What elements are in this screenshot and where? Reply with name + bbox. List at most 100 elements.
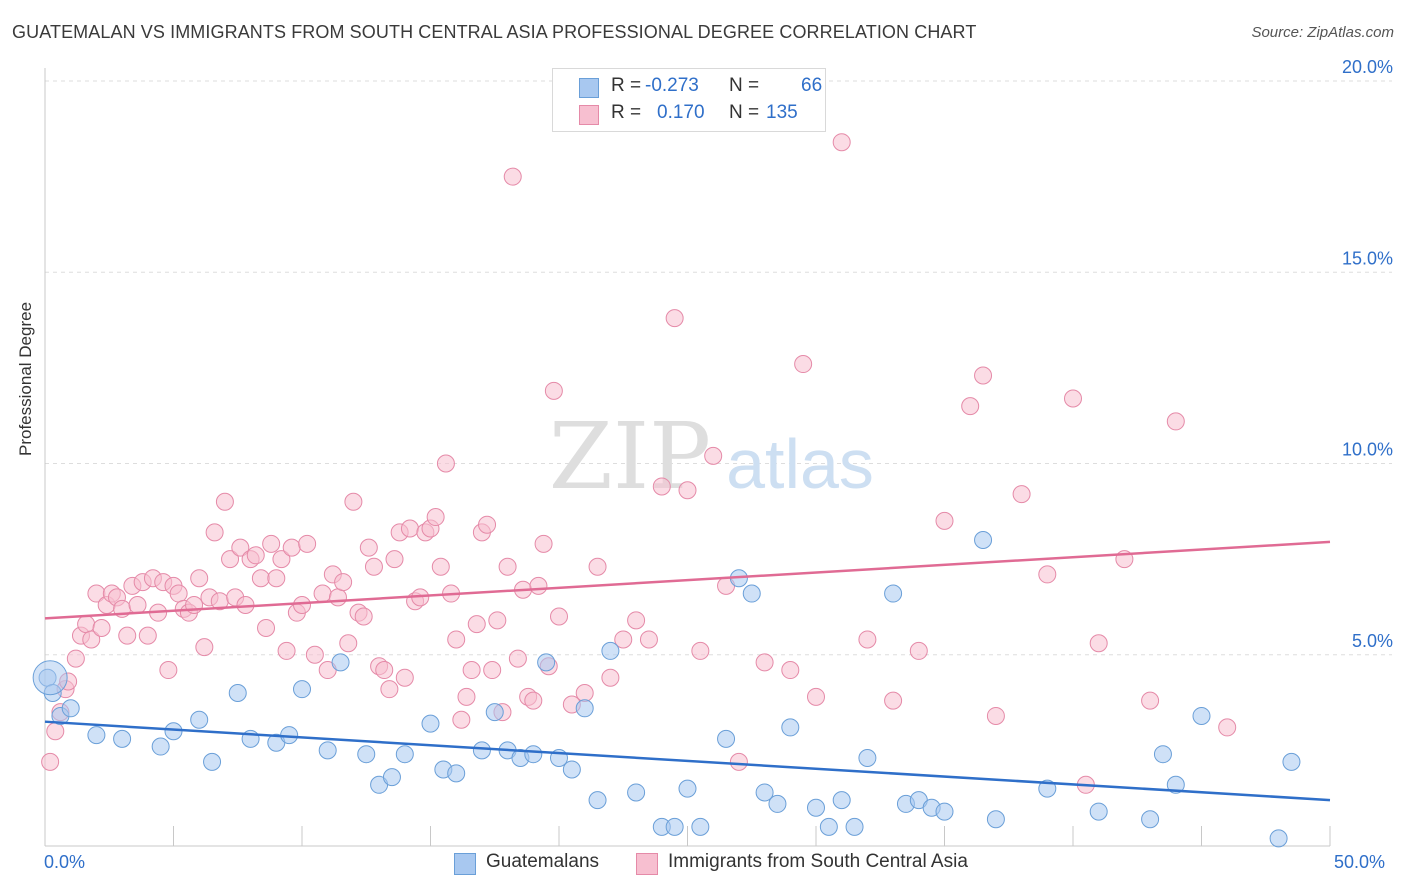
guatemalans-point: [395, 745, 414, 764]
immigrants-point: [215, 492, 234, 511]
immigrants-point: [462, 661, 481, 680]
immigrants-point: [92, 618, 111, 637]
guatemalans-point: [845, 817, 864, 836]
guatemalans-point: [691, 817, 710, 836]
guatemalans-point: [190, 710, 209, 729]
guatemalans-point: [87, 726, 106, 745]
immigrants-point: [195, 638, 214, 657]
guatemalans-point: [32, 660, 68, 696]
guatemalans-point: [113, 729, 132, 748]
guatemalans-point: [935, 802, 954, 821]
chart-title: GUATEMALAN VS IMMIGRANTS FROM SOUTH CENT…: [12, 22, 977, 42]
guatemalans-point: [318, 741, 337, 760]
immigrants-point: [169, 584, 188, 603]
guatemalans-point: [357, 745, 376, 764]
immigrants-point: [305, 645, 324, 664]
legend-n-value: 66: [801, 75, 823, 96]
source-label: Source: ZipAtlas.com: [1251, 24, 1394, 41]
guatemalans-point: [1153, 745, 1172, 764]
immigrants-point: [431, 557, 450, 576]
immigrants-point: [1038, 565, 1057, 584]
immigrants-point: [575, 684, 594, 702]
immigrants-point: [1089, 634, 1108, 653]
axes: [44, 68, 1331, 847]
guatemalans-point: [1269, 829, 1288, 848]
immigrants-point: [282, 538, 301, 557]
guatemalans-point: [807, 798, 825, 817]
immigrants-point: [339, 634, 358, 653]
immigrants-point: [935, 511, 954, 530]
immigrants-point: [426, 508, 445, 527]
immigrants-point: [46, 722, 65, 741]
guatemalans-point: [819, 817, 838, 836]
immigrants-point: [1166, 412, 1185, 431]
immigrants-point: [498, 557, 517, 576]
guatemalans-point: [203, 752, 222, 771]
immigrants-point: [380, 680, 399, 699]
immigrants-point: [832, 133, 851, 152]
immigrants-point: [293, 596, 311, 615]
guatemalans-point: [537, 653, 556, 672]
immigrants-point: [138, 626, 157, 645]
immigrants-point: [1012, 485, 1031, 504]
immigrants-point: [344, 492, 363, 511]
immigrants-point: [277, 641, 296, 660]
legend-label: Guatemalans: [486, 851, 600, 872]
immigrants-point: [364, 557, 383, 576]
x-tick-label-max: 50.0%: [1334, 852, 1386, 872]
immigrants-point: [400, 519, 419, 538]
immigrants-point: [395, 668, 414, 687]
guatemalans-point: [562, 760, 581, 779]
guatemalans-point: [485, 703, 504, 722]
immigrants-point: [986, 706, 1005, 725]
guatemalans-point: [755, 783, 774, 802]
immigrants-point: [534, 534, 553, 553]
immigrants-point: [639, 630, 658, 649]
trendlines: [44, 540, 1331, 802]
guatemalans-point: [742, 584, 761, 603]
immigrants-point: [755, 653, 774, 672]
guatemalans-point: [1141, 810, 1160, 829]
immigrants-point: [729, 752, 748, 771]
immigrants-point: [313, 584, 332, 603]
immigrants-point: [601, 668, 620, 687]
immigrants-point: [508, 649, 527, 668]
immigrants-point: [257, 618, 276, 637]
immigrants-point: [909, 641, 928, 660]
immigrants-point: [375, 661, 394, 680]
immigrants-point: [550, 607, 568, 626]
guatemalans-point: [575, 699, 594, 718]
guatemalans-point: [1166, 775, 1185, 794]
correlation-legend: R = -0.273 N = 66 R = 0.170 N = 135: [552, 68, 826, 132]
legend-r-label: R =: [611, 102, 642, 123]
immigrants-point: [1141, 691, 1160, 710]
immigrants-point: [66, 649, 85, 668]
y-tick-labels: 5.0% 10.0% 15.0% 20.0%: [1342, 57, 1393, 651]
immigrants-point: [385, 550, 404, 569]
immigrants-point: [159, 661, 178, 680]
immigrants-point: [665, 309, 684, 328]
immigrants-point: [190, 569, 209, 588]
immigrants-point: [262, 534, 281, 553]
legend-r-value: 0.170: [657, 102, 705, 123]
immigrants-point: [231, 538, 250, 557]
legend-swatch-blue: [454, 853, 476, 875]
immigrants-point: [781, 661, 800, 680]
guatemalans-point: [986, 810, 1005, 829]
immigrants-point: [704, 446, 723, 465]
immigrants-point: [488, 611, 507, 630]
immigrants-point: [354, 607, 373, 626]
guatemalans-point: [382, 768, 401, 787]
immigrants-point: [452, 710, 471, 729]
immigrants-point: [807, 687, 825, 706]
immigrants-point: [128, 596, 147, 615]
gridlines: [45, 80, 1392, 656]
guatemalans-point: [164, 722, 183, 741]
immigrants-point: [884, 691, 903, 710]
legend-n-label: N =: [729, 102, 760, 123]
y-tick-label: 15.0%: [1342, 248, 1393, 268]
legend-r-value: -0.273: [645, 75, 699, 96]
legend-n-label: N =: [729, 75, 760, 96]
immigrants-point: [457, 687, 476, 706]
